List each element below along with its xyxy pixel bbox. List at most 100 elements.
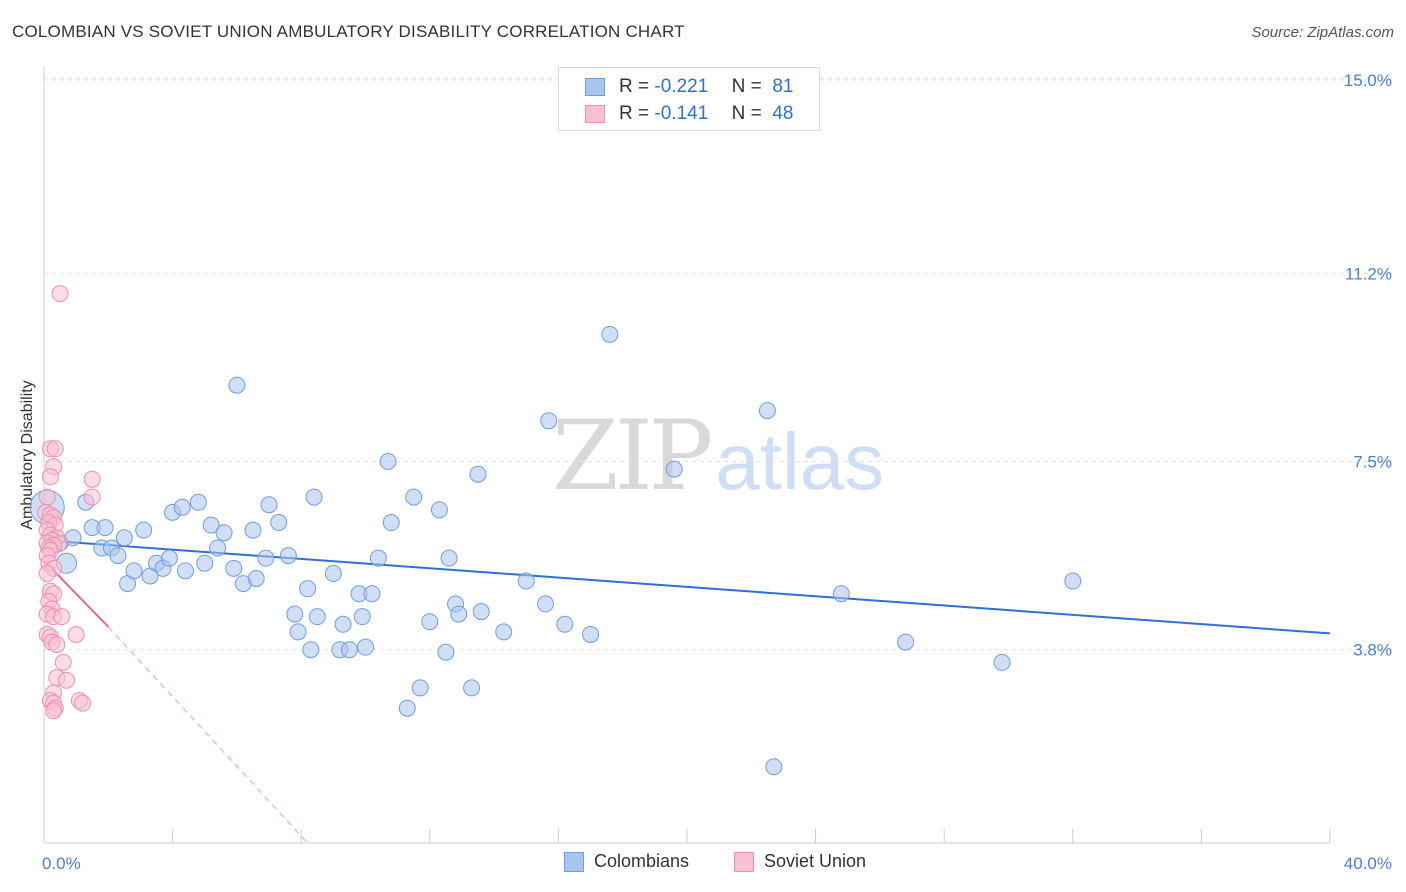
point-colombians	[469, 465, 487, 483]
point-colombians	[202, 516, 220, 534]
point-soviet-union	[58, 671, 76, 689]
point-colombians	[109, 547, 127, 565]
legend-r-label: R =	[619, 76, 650, 97]
point-colombians	[665, 460, 683, 478]
legend-r-value: -0.141	[654, 103, 709, 124]
y-tick-label: 3.8%	[1353, 641, 1392, 660]
point-colombians	[517, 572, 535, 590]
y-tick-label: 11.2%	[1345, 264, 1392, 283]
point-colombians	[440, 549, 458, 567]
point-colombians	[247, 569, 265, 587]
point-colombians	[340, 641, 358, 659]
point-colombians	[135, 521, 153, 539]
x-tick-label: 0.0%	[42, 854, 81, 873]
x-tick-label: 40.0%	[1344, 854, 1392, 873]
trend-line-extension	[107, 626, 309, 844]
point-colombians	[228, 376, 246, 394]
point-soviet-union	[83, 470, 101, 488]
point-colombians	[379, 453, 397, 470]
point-colombians	[115, 529, 133, 547]
correlation-legend: R = -0.221 N = 81 R = -0.141 N = 48	[558, 67, 820, 131]
point-colombians	[897, 633, 915, 651]
legend-swatch-colombians	[564, 851, 584, 872]
legend-n-value: 48	[772, 103, 794, 124]
point-colombians	[334, 615, 352, 633]
point-colombians	[176, 562, 194, 580]
legend-row-colombians: R = -0.221 N = 81	[585, 74, 793, 100]
grid	[44, 77, 1392, 651]
point-colombians	[209, 539, 227, 557]
point-soviet-union	[74, 694, 92, 712]
point-colombians	[537, 595, 555, 613]
point-colombians	[299, 580, 317, 598]
point-colombians	[411, 679, 429, 697]
point-colombians	[601, 325, 619, 343]
point-colombians	[540, 412, 558, 430]
point-colombians	[286, 605, 304, 623]
point-colombians	[357, 638, 374, 656]
axes	[43, 66, 1331, 844]
point-colombians	[758, 402, 776, 420]
point-colombians	[125, 562, 143, 580]
legend-item-soviet-union[interactable]: Soviet Union	[734, 851, 866, 872]
point-colombians	[244, 521, 262, 539]
point-soviet-union	[46, 440, 64, 458]
legend-row-soviet-union: R = -0.141 N = 48	[585, 101, 793, 127]
point-colombians	[430, 501, 448, 519]
point-colombians	[437, 643, 455, 661]
point-colombians	[260, 496, 278, 514]
legend-swatch-soviet-union	[734, 851, 754, 872]
point-colombians	[225, 559, 243, 577]
legend-item-colombians[interactable]: Colombians	[564, 851, 689, 872]
point-colombians	[324, 564, 342, 582]
point-soviet-union	[53, 608, 71, 626]
point-colombians	[765, 758, 783, 776]
point-colombians	[215, 524, 233, 542]
point-colombians	[289, 623, 307, 641]
point-soviet-union	[38, 564, 56, 582]
point-colombians	[189, 493, 207, 511]
legend-swatch-colombians	[585, 78, 605, 96]
y-tick-label: 7.5%	[1353, 453, 1392, 472]
y-tick-label: 15.0%	[1344, 71, 1392, 90]
point-colombians	[363, 585, 381, 603]
point-colombians	[305, 488, 323, 506]
point-colombians	[472, 603, 490, 621]
legend-r-label: R =	[619, 103, 650, 124]
point-colombians	[257, 549, 275, 567]
point-soviet-union	[45, 702, 63, 720]
legend-r-value: -0.221	[654, 76, 709, 97]
point-colombians	[64, 529, 82, 547]
point-colombians	[369, 549, 387, 567]
point-colombians	[1064, 572, 1082, 590]
point-colombians	[450, 605, 468, 623]
point-colombians	[160, 549, 178, 567]
legend-n-label: N =	[731, 76, 762, 97]
tick-labels: 3.8% 7.5% 11.2% 15.0% 0.0% 40.0%	[42, 71, 1392, 873]
chart-title: COLOMBIAN VS SOVIET UNION AMBULATORY DIS…	[12, 22, 685, 41]
point-soviet-union	[54, 653, 72, 671]
point-colombians	[495, 623, 513, 641]
point-colombians	[993, 653, 1011, 671]
legend-label-colombians: Colombians	[594, 851, 690, 871]
point-colombians	[353, 608, 371, 626]
point-colombians	[832, 585, 850, 603]
point-colombians	[556, 615, 574, 633]
point-colombians	[463, 679, 481, 697]
point-colombians	[382, 514, 400, 532]
legend-swatch-soviet-union	[585, 105, 605, 123]
point-soviet-union	[41, 468, 59, 486]
data-points	[29, 285, 1082, 776]
point-colombians	[398, 699, 416, 717]
legend-label-soviet-union: Soviet Union	[764, 851, 867, 871]
point-soviet-union	[83, 488, 101, 506]
point-colombians	[308, 608, 326, 626]
point-colombians	[270, 514, 288, 532]
point-colombians	[405, 488, 423, 506]
point-colombians	[421, 613, 439, 631]
source-label: Source: ZipAtlas.com	[1251, 24, 1394, 41]
point-colombians	[302, 641, 320, 659]
point-colombians	[96, 519, 114, 537]
point-colombians	[279, 547, 297, 565]
